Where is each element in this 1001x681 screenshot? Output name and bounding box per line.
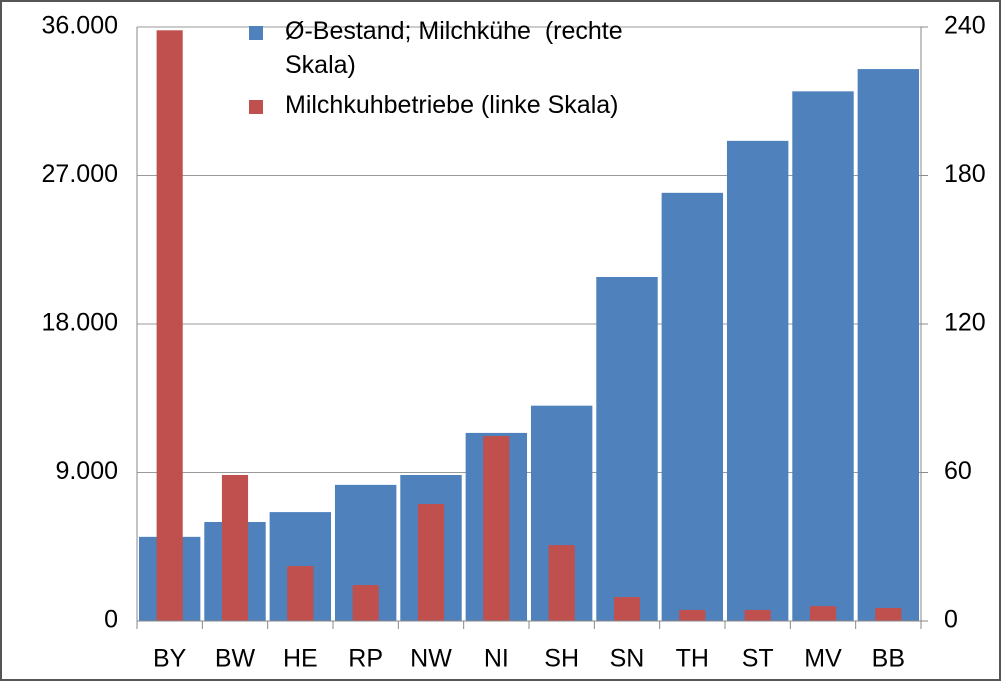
bar [875,607,902,621]
x-tick-label: HE [283,645,318,673]
y-tick-label: 36.000 [42,12,118,40]
bar [596,276,658,621]
legend-label: Ø-Bestand; Milchkühe (rechte Skala) [285,17,630,79]
y-tick-label: 0 [104,606,118,634]
legend-label: Milchkuhbetriebe (linke Skala) [285,91,619,119]
y-tick-label: 9.000 [55,457,118,485]
bar [661,192,724,621]
bar [548,545,575,621]
bar [744,609,771,621]
y2-tick-label: 240 [944,12,986,40]
x-tick-label: RP [348,645,383,673]
bar [809,606,837,621]
legend-item: Ø-Bestand; Milchkühe (rechte Skala) [245,14,685,82]
y2-tick-label: 0 [944,606,958,634]
x-tick-label: ST [742,645,774,673]
y-tick-label: 27.000 [42,160,118,188]
y-tick-label: 18.000 [42,309,118,337]
bar [417,504,445,621]
bar [679,609,706,621]
x-tick-label: NI [484,645,509,673]
x-tick-label: MV [804,645,842,673]
bar [857,69,920,621]
bar [287,566,314,621]
x-tick-label: BY [153,645,187,673]
bar [483,436,510,621]
y2-tick-label: 180 [944,160,986,188]
x-tick-label: SN [610,645,645,673]
bar [726,140,789,621]
x-tick-label: TH [676,645,709,673]
y2-tick-label: 120 [944,309,986,337]
x-tick-label: BB [872,645,905,673]
legend-swatch [249,100,263,114]
bar [613,597,641,621]
legend: Ø-Bestand; Milchkühe (rechte Skala) Milch… [245,14,685,128]
x-tick-label: NW [410,645,452,673]
x-tick-label: BW [215,645,256,673]
legend-item: Milchkuhbetriebe (linke Skala) [245,88,685,122]
bar [352,585,379,621]
y2-tick-label: 60 [944,457,972,485]
legend-swatch [249,26,263,40]
bar [221,474,249,621]
x-tick-label: SH [544,645,579,673]
bar [792,91,854,622]
bar [156,30,183,622]
